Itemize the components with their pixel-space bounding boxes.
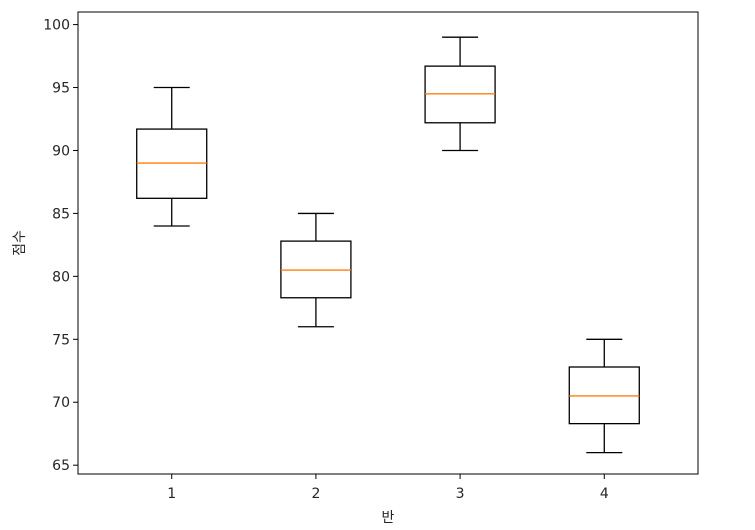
box-group (280, 212, 352, 328)
x-tick-label: 3 (456, 486, 465, 502)
box-group (424, 36, 496, 152)
y-axis-label: 점수 (12, 230, 28, 256)
y-tick-label: 95 (52, 81, 70, 97)
box-group (568, 338, 640, 454)
boxes-layer (136, 36, 640, 454)
x-axis: 1 2 3 4 (167, 474, 609, 502)
x-tick-label: 4 (600, 486, 609, 502)
x-axis-label: 반 (382, 510, 395, 526)
box-group (136, 86, 208, 227)
y-tick-label: 70 (52, 395, 70, 411)
y-tick-label: 65 (52, 458, 70, 474)
y-tick-label: 90 (52, 143, 70, 159)
y-tick-label: 80 (52, 269, 70, 285)
y-tick-label: 85 (52, 206, 70, 222)
y-tick-label: 75 (52, 332, 70, 348)
plot-area (77, 11, 699, 475)
y-axis: 65 70 75 80 85 90 95 100 (43, 18, 78, 474)
x-tick-label: 2 (311, 486, 320, 502)
y-tick-label: 100 (43, 18, 70, 34)
x-tick-label: 1 (167, 486, 176, 502)
